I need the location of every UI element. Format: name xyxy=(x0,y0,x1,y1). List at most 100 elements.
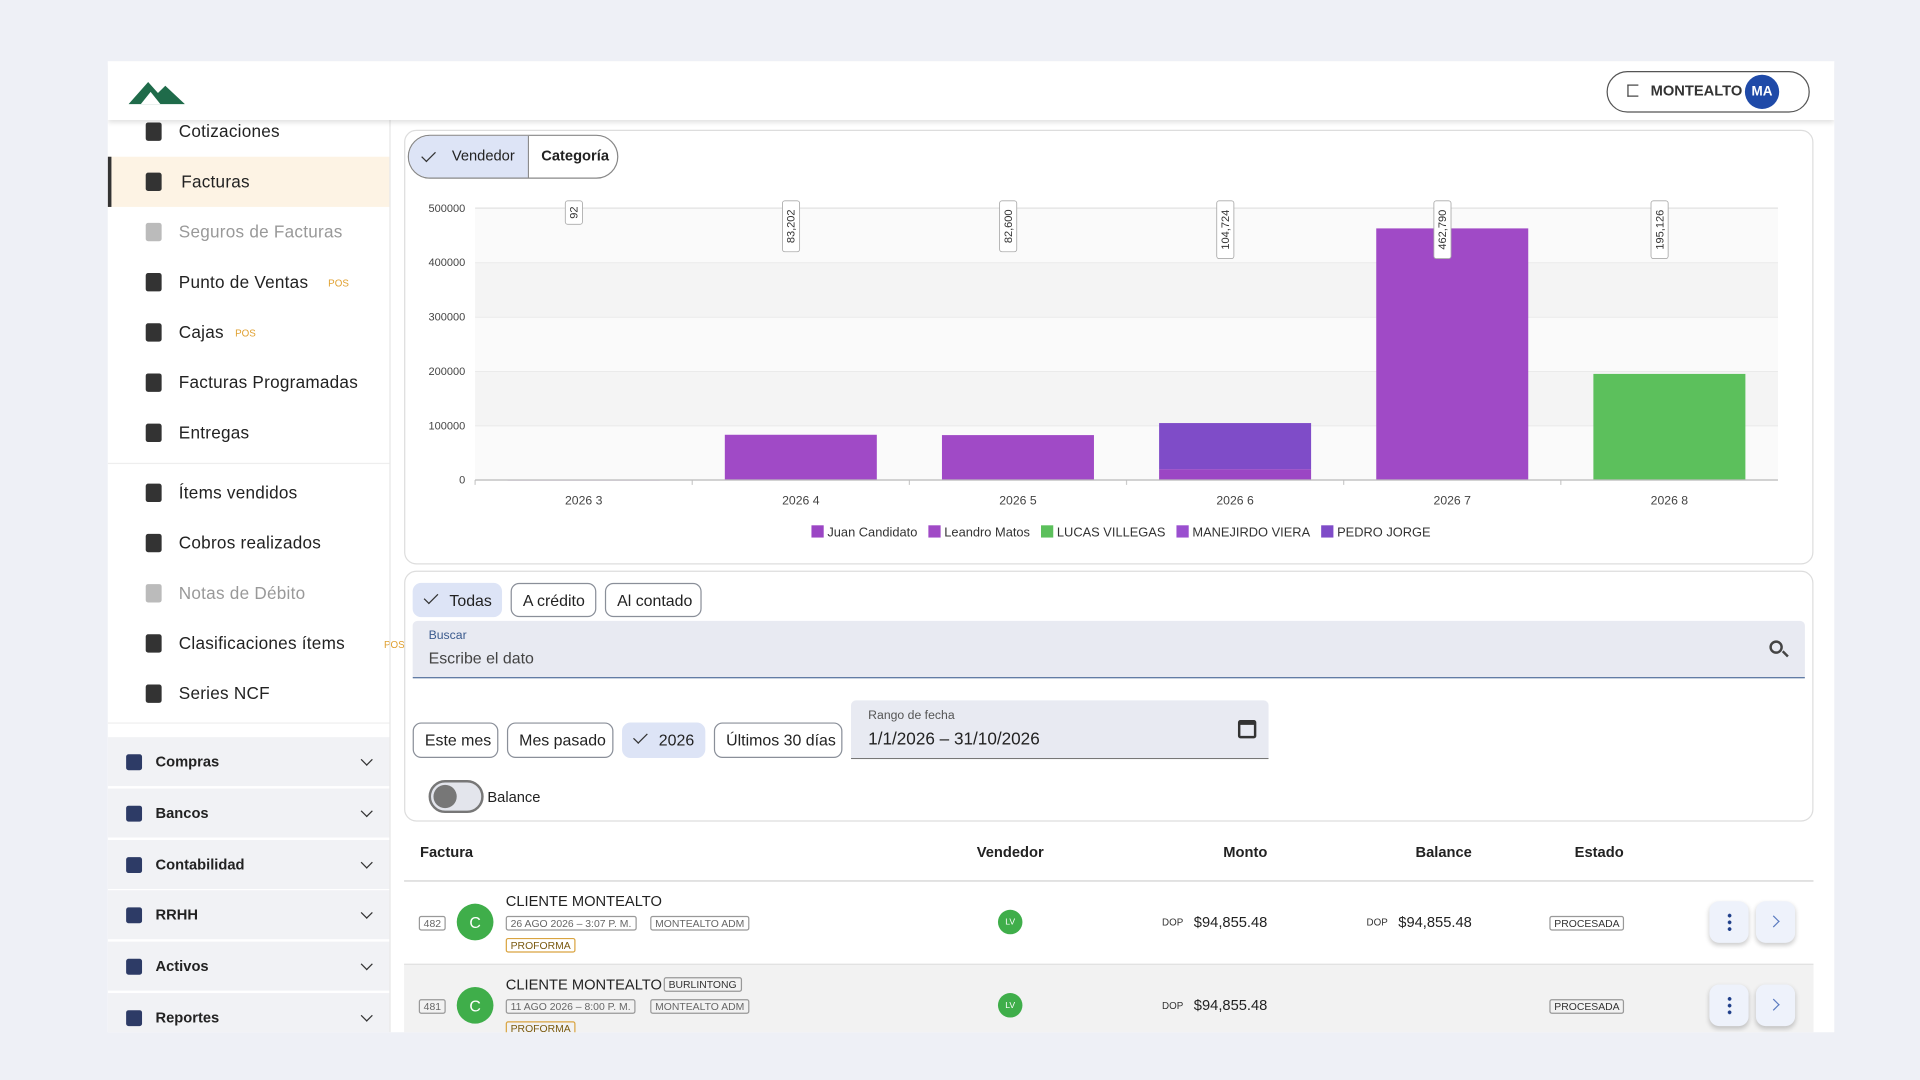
filter-chip[interactable] xyxy=(604,582,702,618)
nav-icon xyxy=(145,273,162,292)
status-tag: PROCESADA xyxy=(1549,999,1625,1014)
nav-icon xyxy=(145,634,162,653)
filter-chip[interactable] xyxy=(510,582,597,618)
value-label: 462,790 xyxy=(1437,210,1449,250)
kebab-dots xyxy=(1727,912,1732,932)
value-label: 83,202 xyxy=(786,209,798,243)
type-tag: PROFORMA xyxy=(505,1021,576,1033)
column-header: Factura xyxy=(420,843,474,861)
calendar-icon xyxy=(1237,720,1257,739)
legend: Juan Candidato Leandro Matos LUCAS VILLEGA… xyxy=(811,524,1431,539)
divider xyxy=(107,722,390,724)
value-label: 82,600 xyxy=(1003,209,1015,243)
nav-group-label: Reportes xyxy=(155,1008,220,1027)
divider xyxy=(107,462,390,465)
date-tag: 11 AGO 2026 – 8:00 P. M. xyxy=(505,999,636,1014)
nav-item[interactable]: Entregas xyxy=(178,422,250,443)
next-button[interactable] xyxy=(1755,984,1796,1027)
nav-item[interactable]: Facturas Programadas xyxy=(178,372,359,392)
currency: DOP xyxy=(1366,917,1388,929)
period-chip[interactable] xyxy=(412,722,499,758)
nav-item[interactable]: Cobros realizados xyxy=(178,532,322,553)
switch-label: Balance xyxy=(487,788,541,806)
search-field[interactable] xyxy=(412,620,1805,679)
filter-chip[interactable] xyxy=(412,582,503,618)
chip-label: 2026 xyxy=(658,731,695,750)
date-value: 1/1/2026 – 31/10/2026 xyxy=(868,728,1040,749)
logout-icon xyxy=(1627,84,1639,97)
nav-item[interactable]: Series NCF xyxy=(178,683,270,703)
nav-group[interactable] xyxy=(107,737,390,787)
row-number: 481 xyxy=(418,999,446,1014)
nav-group[interactable] xyxy=(107,941,390,991)
next-button[interactable] xyxy=(1755,901,1796,943)
nav-item[interactable]: Clasificaciones ítems xyxy=(178,633,345,653)
column-header: Monto xyxy=(1223,843,1268,861)
period-chip[interactable] xyxy=(622,722,706,758)
legend-swatch xyxy=(1041,525,1054,538)
seller-avatar: LV xyxy=(997,909,1023,935)
grid-band xyxy=(475,371,1778,426)
date-field[interactable] xyxy=(851,700,1269,760)
app-window: IndustriasMontecitoMONTEALTOMACotizacion… xyxy=(107,61,1835,1033)
legend-swatch xyxy=(1176,525,1189,538)
nav-group-label: RRHH xyxy=(155,906,198,924)
type-tag: PROFORMA xyxy=(505,937,576,953)
nav-item[interactable]: Cajas xyxy=(178,322,224,342)
bar xyxy=(1159,423,1312,470)
nav-item[interactable]: Ítems vendidos xyxy=(178,482,298,503)
nav-group-icon xyxy=(126,1010,143,1027)
x-tick-label: 2026 5 xyxy=(999,493,1037,507)
nav-group-icon xyxy=(126,907,143,924)
nav-badge: POS xyxy=(383,639,405,651)
nav-item[interactable]: Seguros de Facturas xyxy=(178,221,343,242)
chart: 0 100000 200000 300000 400000 500000 2026 3 202… xyxy=(429,200,1778,539)
search-label: Buscar xyxy=(428,629,467,643)
nav-group[interactable] xyxy=(107,890,390,940)
table-row[interactable] xyxy=(404,964,1814,1033)
value-label-box xyxy=(1216,200,1235,260)
search-icon xyxy=(1769,640,1783,654)
y-tick-label: 0 xyxy=(459,475,465,487)
toggle-option[interactable]: Categoría xyxy=(541,146,610,165)
legend-swatch xyxy=(928,525,941,538)
nav-icon xyxy=(145,323,162,342)
legend-swatch xyxy=(811,525,824,538)
client-name: CLIENTE MONTEALTO xyxy=(505,975,662,994)
table-row[interactable] xyxy=(404,881,1814,965)
nav-group[interactable] xyxy=(107,839,390,889)
period-chip[interactable] xyxy=(506,722,614,758)
nav-icon xyxy=(145,483,162,503)
x-tick-label: 2026 7 xyxy=(1434,493,1472,507)
nav-icon xyxy=(145,533,162,553)
chip-label: Al contado xyxy=(617,591,693,610)
nav-item[interactable]: Punto de Ventas xyxy=(178,271,309,292)
legend-label: LUCAS VILLEGAS xyxy=(1057,524,1166,539)
column-header: Estado xyxy=(1574,843,1624,861)
search-placeholder: Escribe el dato xyxy=(428,648,534,668)
nav-item[interactable]: Facturas xyxy=(181,171,250,192)
y-tick-label: 300000 xyxy=(429,312,466,324)
nav-group-label: Compras xyxy=(155,753,220,771)
chip-label: Mes pasado xyxy=(519,731,606,750)
bar xyxy=(941,435,1094,480)
user-tag: MONTEALTO ADM xyxy=(650,999,750,1014)
legend-label: PEDRO JORGE xyxy=(1337,524,1431,539)
nav-item[interactable]: Notas de Débito xyxy=(178,582,306,603)
nav-group[interactable] xyxy=(107,788,390,838)
chart-card xyxy=(404,129,1814,565)
toggle-option[interactable]: Vendedor xyxy=(451,146,515,165)
row-avatar: C xyxy=(456,986,494,1024)
nav-group[interactable] xyxy=(107,993,390,1033)
grid-band xyxy=(475,425,1778,480)
currency: DOP xyxy=(1162,1000,1184,1012)
column-header: Vendedor xyxy=(976,843,1044,861)
nav-item[interactable]: Cotizaciones xyxy=(178,121,280,141)
y-tick-label: 100000 xyxy=(429,420,466,432)
grid-band xyxy=(475,316,1778,372)
x-tick-label: 2026 3 xyxy=(565,493,603,507)
user-button[interactable] xyxy=(1606,71,1810,113)
bar xyxy=(1159,469,1312,480)
period-chip[interactable] xyxy=(713,722,843,758)
